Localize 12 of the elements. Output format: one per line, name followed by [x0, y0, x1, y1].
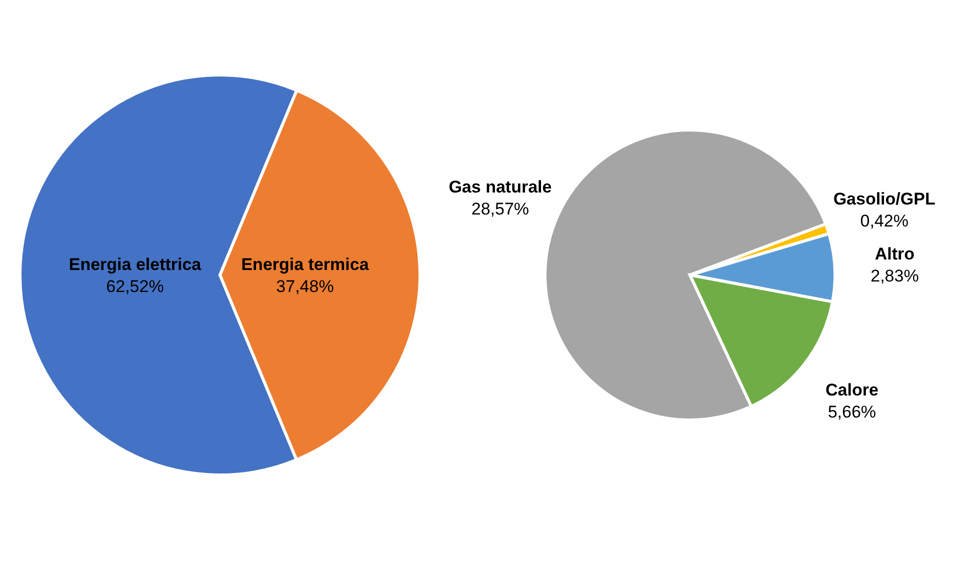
slice-label: Gasolio/GPL — [833, 190, 936, 209]
data-label: 5,66% — [828, 402, 876, 422]
slice-label: Energia termica — [241, 255, 370, 274]
slice-label: Altro — [874, 244, 915, 264]
slice-label: Energia elettrica — [68, 254, 202, 274]
slice-label: Calore — [825, 380, 878, 400]
data-label: 62,52% — [106, 276, 164, 296]
data-label: 28,57% — [471, 200, 530, 219]
slice-label: Gas naturale — [448, 178, 552, 197]
data-label: 2,83% — [870, 266, 919, 286]
data-label: 37,48% — [276, 277, 334, 296]
data-label: 0,42% — [860, 212, 908, 231]
